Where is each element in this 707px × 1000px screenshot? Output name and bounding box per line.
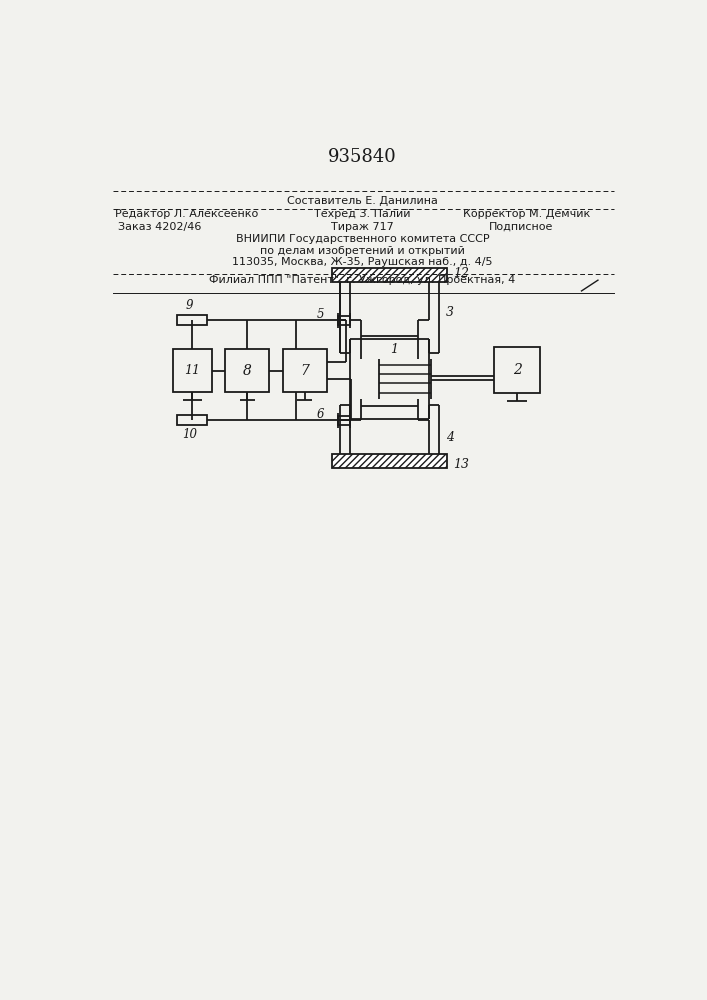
Text: 10: 10 [182, 428, 197, 441]
Text: 7: 7 [300, 364, 309, 378]
Bar [226, 349, 269, 392]
Text: 113035, Москва, Ж-35, Раушская наб., д. 4/5: 113035, Москва, Ж-35, Раушская наб., д. … [232, 257, 493, 267]
Text: ВНИИПИ Государственного комитета СССР: ВНИИПИ Государственного комитета СССР [235, 234, 489, 244]
Text: Подписное: Подписное [489, 222, 554, 232]
Text: 5: 5 [317, 308, 325, 321]
Text: 13: 13 [452, 458, 469, 471]
Text: 4: 4 [445, 431, 454, 444]
Bar [177, 415, 207, 425]
Text: 8: 8 [243, 364, 252, 378]
Text: Редактор Л. Алексеенко: Редактор Л. Алексеенко [115, 209, 259, 219]
Text: 9: 9 [186, 299, 193, 312]
Text: 6: 6 [317, 408, 325, 421]
Bar [338, 416, 350, 425]
Text: Заказ 4202/46: Заказ 4202/46 [118, 222, 201, 232]
Bar [177, 315, 207, 325]
Text: 935840: 935840 [328, 148, 397, 166]
Text: по делам изобретений и открытий: по делам изобретений и открытий [260, 246, 464, 256]
Text: 3: 3 [445, 306, 454, 319]
Bar [494, 347, 540, 393]
Text: Составитель Е. Данилина: Составитель Е. Данилина [287, 196, 438, 206]
Bar [173, 349, 211, 392]
Text: 1: 1 [390, 343, 398, 356]
Text: 2: 2 [513, 363, 522, 377]
Text: Корректор М. Демчик: Корректор М. Демчик [463, 209, 590, 219]
Bar [283, 349, 327, 392]
Bar [332, 268, 448, 282]
Text: 12: 12 [452, 267, 469, 280]
Text: Тираж 717: Тираж 717 [331, 222, 394, 232]
Text: 11: 11 [185, 364, 201, 377]
Bar [338, 316, 350, 325]
Text: Филиал ППП "Патент", г. Ужгород, ул. Проектная, 4: Филиал ППП "Патент", г. Ужгород, ул. Про… [209, 275, 515, 285]
Bar [332, 454, 448, 468]
Text: Техред З. Палий: Техред З. Палий [314, 209, 411, 219]
